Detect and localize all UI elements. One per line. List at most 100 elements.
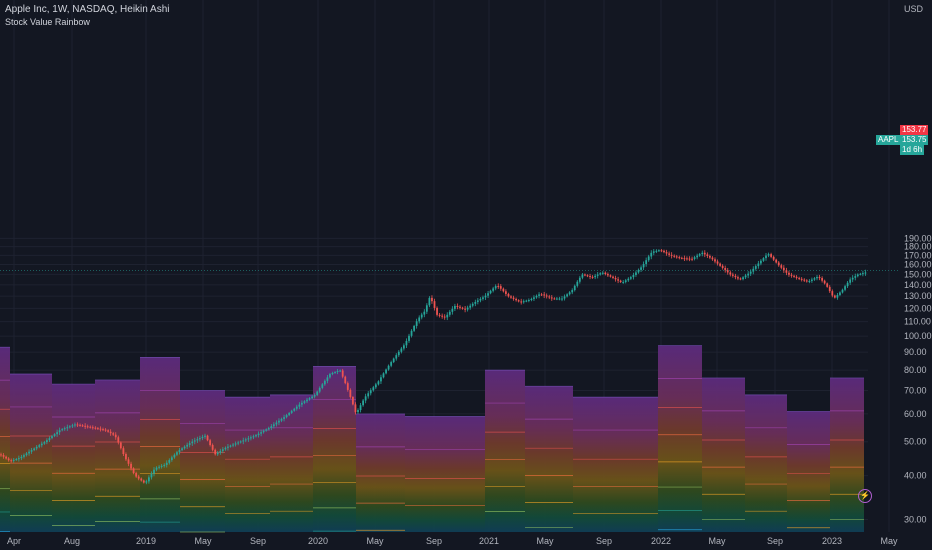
candle-body	[117, 437, 120, 443]
candle-body	[714, 259, 716, 262]
candle-body	[492, 288, 495, 291]
y-tick-label: 160.00	[904, 260, 932, 270]
y-tick-label: 90.00	[904, 347, 927, 357]
x-tick-label: 2020	[308, 536, 328, 546]
candle-body	[53, 434, 56, 437]
x-tick-label: 2022	[651, 536, 671, 546]
x-tick-label: 2023	[822, 536, 842, 546]
candle-body	[823, 280, 826, 284]
y-tick-label: 40.00	[904, 471, 927, 481]
candle-body	[244, 439, 247, 441]
candle-body	[104, 429, 107, 431]
candle-body	[239, 441, 242, 443]
candle-body	[43, 442, 46, 444]
candle-body	[5, 456, 7, 459]
candle-body	[176, 452, 178, 455]
candle-body	[405, 340, 408, 346]
candle-body	[0, 454, 2, 456]
time-axis: Apr Aug 2019 May Sep 2020 May Sep 2021 May Sep 2022…	[7, 536, 898, 546]
candle-body	[836, 295, 839, 298]
candle-body	[99, 428, 102, 430]
candle-body	[650, 252, 653, 257]
candle-body	[770, 254, 772, 257]
candle-body	[283, 417, 285, 419]
candle-body	[640, 267, 642, 270]
candle-body	[780, 265, 783, 268]
candle-body	[397, 351, 400, 356]
candle-body	[221, 449, 224, 451]
candle-body	[431, 297, 433, 302]
rainbow-band	[52, 384, 95, 532]
candle-body	[693, 257, 696, 259]
candle-body	[709, 255, 711, 258]
candle-body	[267, 427, 270, 430]
x-tick-label: Apr	[7, 536, 21, 546]
candle-body	[413, 325, 415, 331]
candle-body	[367, 393, 370, 397]
candle-body	[76, 424, 79, 426]
candle-body	[747, 273, 750, 276]
candle-body	[607, 274, 609, 276]
candle-body	[675, 256, 678, 258]
candle-body	[629, 277, 632, 279]
candle-body	[584, 274, 586, 276]
rainbow-band	[95, 379, 140, 532]
candle-body	[765, 255, 767, 259]
candle-body	[137, 476, 140, 479]
candle-body	[619, 280, 622, 283]
candle-body	[535, 295, 538, 298]
candle-body	[186, 444, 189, 447]
candle-body	[642, 264, 645, 268]
candle-body	[831, 291, 834, 296]
candle-body	[744, 275, 747, 278]
candle-body	[329, 374, 331, 378]
candle-body	[385, 369, 387, 374]
lightning-icon[interactable]: ⚡	[858, 489, 872, 503]
candle-body	[196, 439, 199, 441]
y-tick-label: 120.00	[904, 303, 932, 313]
candle-body	[119, 442, 122, 449]
candle-body	[112, 433, 115, 435]
candle-body	[140, 478, 143, 481]
rainbow-band	[140, 357, 180, 532]
candle-body	[334, 372, 336, 374]
candle-body	[663, 250, 665, 253]
candle-body	[737, 277, 739, 279]
candle-body	[158, 466, 160, 468]
candle-body	[772, 256, 775, 260]
candle-body	[476, 300, 479, 302]
candle-body	[89, 426, 92, 428]
candle-body	[864, 272, 867, 274]
candle-body	[788, 272, 790, 275]
rainbow-band	[356, 413, 405, 532]
rainbow-band	[270, 394, 313, 532]
candle-body	[326, 377, 329, 381]
candle-body	[150, 473, 153, 478]
candle-body	[540, 294, 543, 296]
candle-body	[691, 258, 693, 260]
candle-body	[255, 435, 257, 437]
rainbow-band	[745, 394, 787, 532]
candle-body	[206, 435, 209, 441]
candle-body	[374, 384, 377, 388]
candle-body	[856, 274, 859, 277]
candle-body	[811, 279, 813, 281]
candle-body	[288, 412, 291, 416]
candle-body	[716, 261, 719, 264]
candle-body	[336, 371, 339, 373]
candle-body	[454, 305, 456, 309]
candle-body	[97, 428, 99, 430]
candle-body	[673, 255, 676, 257]
candle-body	[527, 300, 530, 302]
indicator-name: Stock Value Rainbow	[5, 17, 90, 27]
candle-body	[724, 267, 727, 271]
candle-body	[392, 358, 395, 363]
candle-body	[357, 410, 359, 413]
candle-body	[854, 276, 857, 278]
candle-body	[456, 305, 459, 307]
candle-body	[94, 427, 97, 429]
candle-body	[578, 277, 581, 282]
candle-body	[683, 258, 686, 260]
y-tick-label: 100.00	[904, 331, 932, 341]
